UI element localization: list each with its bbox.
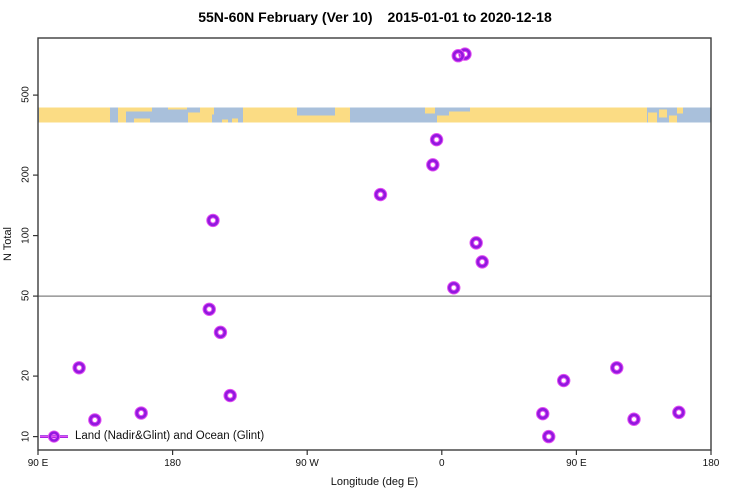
point-ring-core [48, 431, 60, 442]
data-point [451, 49, 465, 63]
point-ring-core [427, 159, 439, 171]
land-patch [335, 107, 350, 123]
map-strip [38, 107, 711, 123]
y-tick-label: 10 [20, 430, 32, 442]
point-ring-core [207, 214, 219, 227]
x-tick-label: 180 [702, 458, 720, 469]
y-tick-label: 200 [20, 166, 32, 183]
data-point [475, 255, 489, 269]
chart-title: 55N-60N February (Ver 10) 2015-01-01 to … [0, 9, 750, 25]
land-patch [168, 107, 187, 110]
y-tick-label: 100 [20, 226, 32, 244]
land-patch [118, 107, 126, 123]
plot-frame [37, 37, 712, 451]
point-ring-core [73, 362, 85, 374]
point-ring-core [452, 50, 464, 62]
data-point [429, 132, 444, 147]
land-patch [134, 118, 150, 123]
land-patch [677, 107, 683, 114]
data-point [469, 236, 483, 250]
y-tick-label: 500 [20, 86, 32, 103]
data-points [72, 47, 686, 444]
land-patch [126, 107, 152, 112]
data-point [213, 325, 228, 340]
x-tick-label: 0 [439, 458, 445, 469]
data-point [447, 281, 461, 295]
data-point [223, 388, 237, 403]
point-ring-core [673, 406, 685, 419]
land-patch [222, 119, 228, 123]
x-axis-title: Longitude (deg E) [330, 476, 419, 488]
axis-ticks [33, 94, 712, 455]
land-patch [659, 109, 667, 118]
x-tick-label: 90 E [566, 458, 587, 469]
data-point [542, 429, 556, 444]
point-ring-core [476, 256, 488, 268]
data-point [672, 405, 686, 420]
land-patch [310, 115, 336, 123]
legend-marker [40, 430, 68, 443]
point-ring-core [430, 133, 443, 146]
x-tick-label: 180 [164, 458, 181, 469]
chart-title-region: 55N-60N February (Ver 10) [198, 9, 373, 25]
point-ring-core [214, 326, 227, 339]
data-point [88, 413, 102, 427]
point-ring-core [224, 389, 236, 402]
land-patch [188, 112, 212, 123]
point-ring-core [135, 407, 147, 419]
land-patch [200, 107, 214, 115]
data-point [72, 361, 86, 375]
point-ring-core [470, 237, 482, 249]
data-point [610, 361, 624, 375]
y-axis-title: N Total [2, 226, 14, 262]
point-ring-core [557, 374, 570, 387]
ocean-patch [297, 107, 310, 116]
data-point [206, 213, 220, 228]
land-patch [470, 107, 647, 123]
chart-title-daterange: 2015-01-01 to 2020-12-18 [387, 9, 552, 25]
point-ring-core [628, 413, 640, 425]
land-patch [437, 115, 449, 123]
land-patch [669, 115, 677, 123]
legend-label: Land (Nadir&Glint) and Ocean (Glint) [75, 430, 265, 442]
land-patch [243, 107, 310, 123]
point-ring-core [537, 407, 549, 420]
data-point [627, 412, 641, 426]
data-point [536, 406, 550, 421]
land-patch [449, 111, 470, 123]
point-ring-core [543, 430, 555, 443]
point-ring-core [448, 282, 460, 294]
data-point [426, 158, 440, 172]
map-strip-band [38, 107, 711, 123]
land-patch [39, 107, 110, 123]
data-point [556, 373, 571, 388]
data-point [134, 406, 148, 420]
x-tick-label: 90 W [295, 458, 319, 469]
point-ring-core [374, 188, 387, 201]
y-tick-label: 20 [20, 370, 32, 382]
point-ring-core [89, 414, 101, 426]
y-tick-label: 50 [20, 290, 32, 302]
land-patch [425, 107, 435, 114]
grid-and-frame [37, 37, 712, 451]
data-point [202, 302, 216, 316]
land-patch [232, 118, 238, 123]
x-tick-label: 90 E [27, 458, 49, 469]
point-ring-core [611, 362, 623, 374]
land-patch [648, 112, 657, 123]
point-ring-core [203, 303, 215, 315]
data-point [373, 187, 388, 202]
